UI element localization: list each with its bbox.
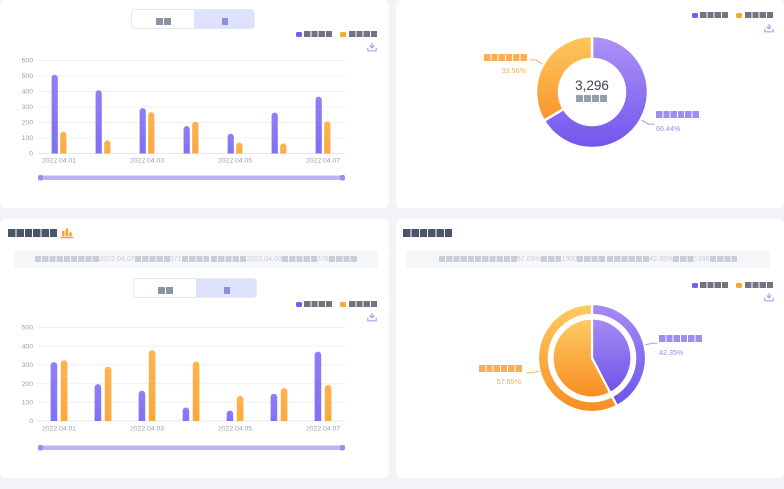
svg-text:2022.04.03: 2022.04.03 [130,158,164,165]
svg-text:300: 300 [22,362,34,369]
svg-text:3,296: 3,296 [575,78,609,93]
svg-text:200: 200 [22,381,34,388]
svg-text:0: 0 [29,418,33,425]
svg-text:2022.04.07: 2022.04.07 [306,158,340,165]
svg-text:200: 200 [22,120,34,127]
svg-text:2022.04.01: 2022.04.01 [42,158,76,165]
svg-text:2022.04.03: 2022.04.03 [130,426,164,433]
svg-text:2022.04.05: 2022.04.05 [218,426,252,433]
svg-text:100: 100 [22,400,34,407]
svg-text:300: 300 [22,104,34,111]
svg-text:100: 100 [22,135,34,142]
svg-text:400: 400 [22,89,34,96]
svg-text:400: 400 [22,343,34,350]
svg-text:2022.04.01: 2022.04.01 [42,426,76,433]
svg-text:2022.04.07: 2022.04.07 [306,426,340,433]
svg-text:600: 600 [22,58,34,65]
svg-text:0: 0 [29,151,33,158]
svg-text:500: 500 [22,73,34,80]
svg-text:500: 500 [22,325,34,332]
svg-text:2022.04.05: 2022.04.05 [218,158,252,165]
